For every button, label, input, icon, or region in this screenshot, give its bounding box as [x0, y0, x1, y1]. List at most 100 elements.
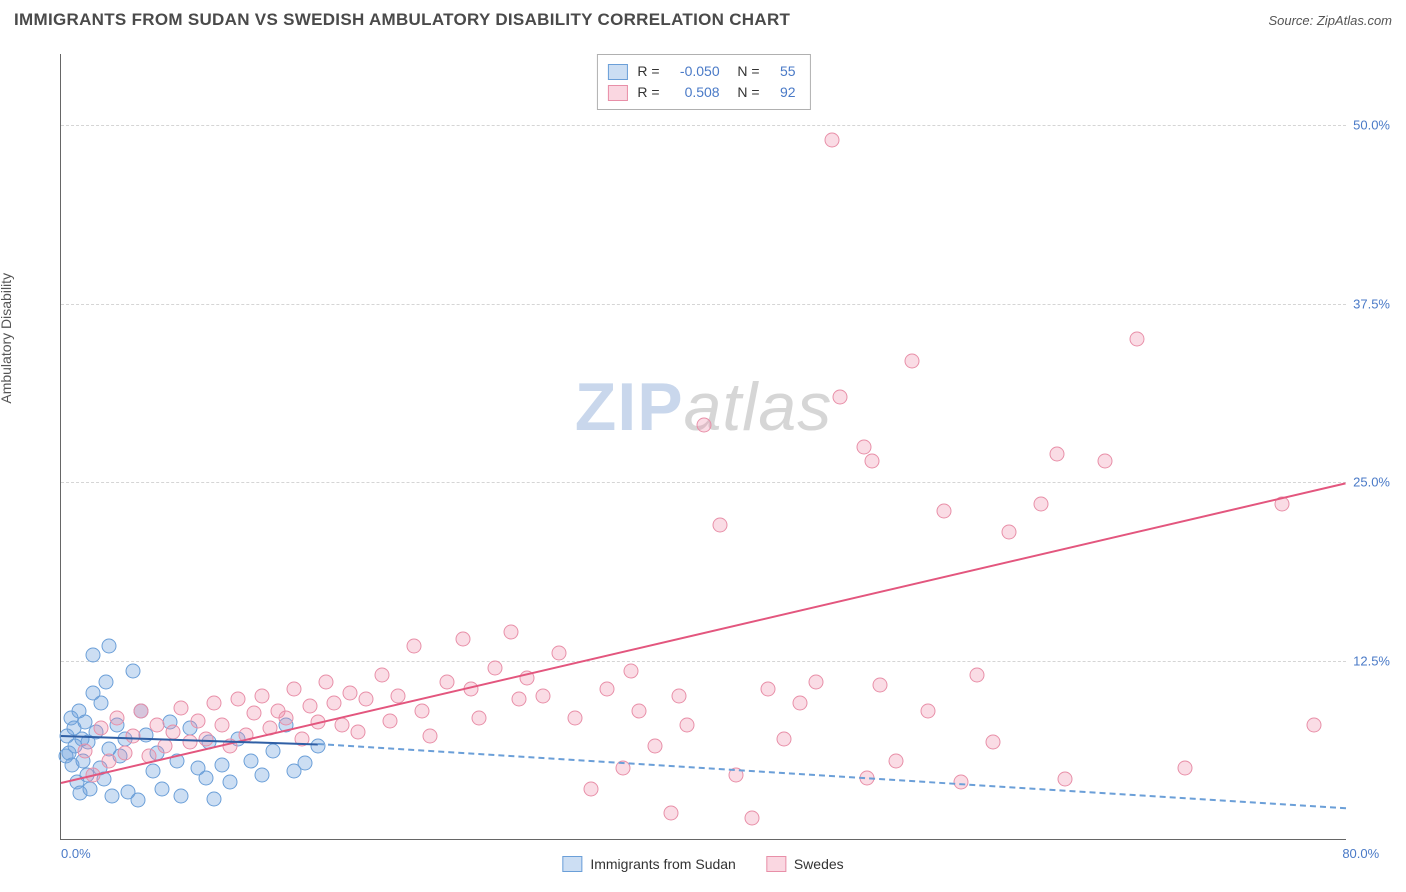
data-point — [118, 746, 133, 761]
data-point — [243, 753, 258, 768]
data-point — [680, 717, 695, 732]
data-point — [206, 792, 221, 807]
data-point — [298, 756, 313, 771]
data-point — [174, 789, 189, 804]
y-tick-label: 25.0% — [1346, 475, 1390, 490]
swatch-pink-icon — [607, 85, 627, 101]
data-point — [78, 743, 93, 758]
data-point — [86, 647, 101, 662]
data-point — [158, 739, 173, 754]
watermark: ZIPatlas — [575, 368, 832, 446]
gridline — [61, 661, 1346, 662]
data-point — [969, 667, 984, 682]
data-point — [94, 720, 109, 735]
data-point — [82, 782, 97, 797]
data-point — [230, 692, 245, 707]
data-point — [808, 675, 823, 690]
data-point — [857, 439, 872, 454]
data-point — [696, 418, 711, 433]
gridline — [61, 482, 1346, 483]
data-point — [131, 793, 146, 808]
data-point — [375, 667, 390, 682]
data-point — [166, 724, 181, 739]
data-point — [102, 639, 117, 654]
data-point — [535, 689, 550, 704]
data-point — [222, 774, 237, 789]
data-point — [423, 729, 438, 744]
data-point — [126, 663, 141, 678]
data-point — [937, 503, 952, 518]
data-point — [145, 763, 160, 778]
data-point — [319, 675, 334, 690]
y-tick-label: 50.0% — [1346, 118, 1390, 133]
data-point — [889, 753, 904, 768]
data-point — [776, 732, 791, 747]
regression-line — [318, 743, 1346, 809]
stats-n-value-blue: 55 — [770, 61, 796, 82]
data-point — [792, 696, 807, 711]
y-tick-label: 12.5% — [1346, 653, 1390, 668]
x-tick-label: 0.0% — [61, 846, 91, 861]
data-point — [134, 703, 149, 718]
data-point — [672, 689, 687, 704]
data-point — [198, 770, 213, 785]
bottom-legend: Immigrants from Sudan Swedes — [562, 856, 843, 872]
data-point — [110, 710, 125, 725]
data-point — [921, 703, 936, 718]
stats-n-label: N = — [730, 61, 760, 82]
data-point — [1306, 717, 1321, 732]
legend-label-pink: Swedes — [794, 856, 844, 872]
swatch-blue-icon — [607, 64, 627, 80]
data-point — [302, 699, 317, 714]
source-attribution: Source: ZipAtlas.com — [1268, 13, 1392, 28]
data-point — [102, 753, 117, 768]
data-point — [648, 739, 663, 754]
data-point — [327, 696, 342, 711]
data-point — [311, 739, 326, 754]
data-point — [1057, 772, 1072, 787]
data-point — [1130, 332, 1145, 347]
legend-label-blue: Immigrants from Sudan — [590, 856, 736, 872]
data-point — [150, 717, 165, 732]
data-point — [455, 632, 470, 647]
watermark-zip: ZIP — [575, 369, 684, 445]
data-point — [1001, 525, 1016, 540]
data-point — [155, 782, 170, 797]
data-point — [833, 389, 848, 404]
data-point — [254, 767, 269, 782]
legend-item-blue: Immigrants from Sudan — [562, 856, 736, 872]
y-tick-label: 37.5% — [1346, 296, 1390, 311]
stats-r-value-blue: -0.050 — [670, 61, 720, 82]
data-point — [905, 353, 920, 368]
data-point — [182, 734, 197, 749]
chart-title: IMMIGRANTS FROM SUDAN VS SWEDISH AMBULAT… — [14, 10, 790, 30]
watermark-atlas: atlas — [684, 369, 833, 445]
data-point — [712, 518, 727, 533]
data-point — [343, 686, 358, 701]
x-tick-label: 80.0% — [1342, 846, 1379, 861]
data-point — [383, 713, 398, 728]
stats-row-pink: R = 0.508 N = 92 — [607, 82, 795, 103]
data-point — [351, 724, 366, 739]
data-point — [266, 743, 281, 758]
data-point — [415, 703, 430, 718]
stats-r-label: R = — [637, 82, 659, 103]
stats-n-label: N = — [730, 82, 760, 103]
data-point — [174, 700, 189, 715]
legend-swatch-blue-icon — [562, 856, 582, 872]
data-point — [825, 132, 840, 147]
data-point — [359, 692, 374, 707]
data-point — [439, 675, 454, 690]
data-point — [664, 806, 679, 821]
data-point — [105, 789, 120, 804]
data-point — [214, 757, 229, 772]
stats-legend: R = -0.050 N = 55 R = 0.508 N = 92 — [596, 54, 810, 110]
data-point — [503, 625, 518, 640]
gridline — [61, 125, 1346, 126]
data-point — [865, 453, 880, 468]
data-point — [744, 810, 759, 825]
stats-r-value-pink: 0.508 — [670, 82, 720, 103]
data-point — [1049, 446, 1064, 461]
data-point — [632, 703, 647, 718]
data-point — [873, 677, 888, 692]
